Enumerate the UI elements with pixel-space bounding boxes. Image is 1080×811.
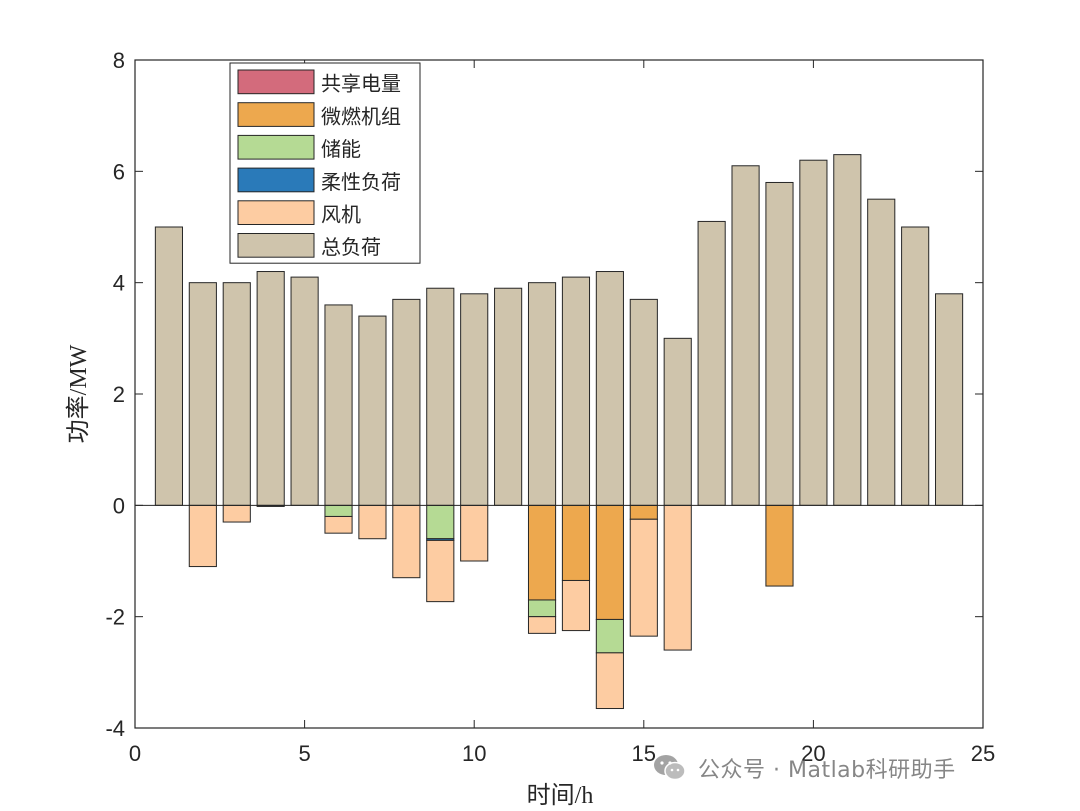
y-tick-label: 2 [113,382,125,407]
bar-总负荷-1 [154,226,183,506]
bar-风机-7 [358,504,387,540]
legend-swatch [237,134,315,160]
wechat-icon [654,755,686,781]
watermark-text: 公众号 · Matlab科研助手 [698,758,956,783]
bar-总负荷-16 [663,337,692,506]
watermark: 公众号 · Matlab科研助手 [652,750,956,786]
bar-总负荷-20 [799,159,828,506]
legend-label: 风机 [321,203,361,227]
bar-总负荷-18 [731,165,760,506]
legend-label: 储能 [321,137,361,161]
legend-label: 总负荷 [321,235,381,259]
bar-总负荷-11 [494,287,523,506]
bar-储能-9 [426,504,455,540]
bar-风机-13 [561,579,591,632]
legend-box [229,62,421,264]
bar-风机-16 [663,504,692,651]
y-tick-label: 4 [113,271,125,296]
legend-swatch [237,69,315,95]
bar-储能-6 [324,504,353,517]
axis-ticks [134,59,984,729]
bar-总负荷-12 [527,282,557,506]
x-tick-label: 10 [462,741,486,766]
bar-风机-6 [324,515,353,534]
y-tick-label: -2 [105,605,125,630]
legend-label: 微燃机组 [321,104,401,128]
legend-swatch [237,102,315,127]
y-tick-label: 0 [113,493,125,518]
bar-微燃机组-14 [595,504,624,620]
bar-总负荷-19 [765,181,794,506]
bar-风机-8 [392,504,421,579]
bar-总负荷-7 [358,315,387,506]
bar-风机-3 [222,504,251,523]
bar-总负荷-6 [324,304,353,506]
legend-swatch [237,200,315,226]
y-tick-label: 6 [113,159,125,184]
legend-swatch [237,233,315,258]
bar-微燃机组-12 [527,504,557,601]
x-axis-label: 时间/h [527,782,594,809]
bar-风机-2 [188,504,217,568]
bars-group [154,154,964,710]
y-tick-label: -4 [105,716,125,741]
x-tick-label: 5 [298,741,310,766]
legend-label: 共享电量 [321,72,401,96]
bar-风机-14 [595,652,624,710]
legend-label: 柔性负荷 [321,170,401,194]
bar-总负荷-17 [697,220,726,506]
bar-风机-15 [629,518,658,637]
bar-风机-10 [460,504,489,562]
bar-总负荷-13 [561,276,591,506]
bar-微燃机组-15 [629,504,658,520]
bar-总负荷-9 [426,287,455,506]
bar-总负荷-3 [222,282,251,506]
bar-微燃机组-19 [765,504,794,587]
y-tick-label: 8 [113,48,125,73]
x-tick-label: 0 [129,741,141,766]
x-tick-label: 20 [801,741,825,766]
bar-总负荷-5 [290,276,319,506]
bar-总负荷-8 [392,298,421,506]
bar-风机-9 [426,539,455,603]
bar-总负荷-22 [867,198,896,506]
bar-总负荷-4 [256,271,285,506]
bar-总负荷-15 [629,298,658,506]
bar-总负荷-2 [188,282,217,506]
axis-tick-labels: 0 5 10 15 20 25 -4 -2 0 2 4 6 8 [105,48,995,766]
bar-总负荷-23 [901,226,930,506]
legend-swatch [237,167,315,193]
x-tick-label: 15 [632,741,656,766]
bar-总负荷-10 [460,293,489,506]
x-tick-label: 25 [971,741,995,766]
bar-风机-12 [527,616,557,634]
bar-微燃机组-13 [561,504,591,581]
bar-储能-12 [527,599,557,618]
bar-总负荷-14 [595,271,624,506]
bar-总负荷-24 [935,293,964,506]
bar-总负荷-21 [833,154,862,506]
bar-储能-14 [595,618,624,654]
y-axis-label: 功率/MW [65,344,92,443]
